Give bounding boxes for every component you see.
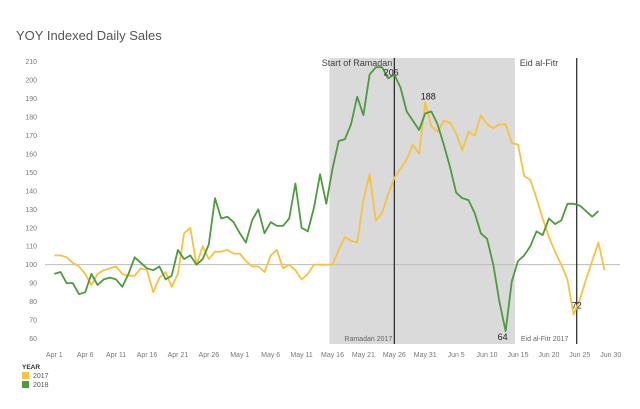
x-tick-label: Apr 21 xyxy=(168,352,189,359)
data-label-layer: 188 72 206 64 xyxy=(384,67,582,342)
x-tick-label: Apr 16 xyxy=(137,352,158,359)
data-label: 72 xyxy=(572,301,582,311)
x-tick-label: Jun 20 xyxy=(538,352,559,359)
y-tick-label: 60 xyxy=(29,336,37,343)
x-tick-label: May 21 xyxy=(352,352,375,359)
y-tick-label: 110 xyxy=(26,244,37,251)
y-tick-label: 200 xyxy=(25,78,37,85)
y-tick-label: 140 xyxy=(25,188,37,195)
x-tick-label: Jun 15 xyxy=(507,352,528,359)
event-label: Start of Ramadan xyxy=(322,58,393,68)
legend: YEAR 2017 2018 xyxy=(22,364,49,389)
series-line-2018 xyxy=(54,66,600,333)
y-tick-label: 170 xyxy=(25,133,37,140)
legend-entry: 2017 xyxy=(33,373,49,380)
ramadan-region-label: Ramadan 2017 xyxy=(344,336,392,343)
x-tick-label: May 31 xyxy=(414,352,437,359)
y-tick-label: 90 xyxy=(29,281,37,288)
x-tick-label: May 26 xyxy=(383,352,406,359)
data-label: 206 xyxy=(384,67,399,77)
x-tick-label: May 1 xyxy=(230,352,249,359)
x-axis-ticks: Apr 1 Apr 6 Apr 11 Apr 16 Apr 21 Apr 26 May 1 M… xyxy=(46,352,621,359)
y-tick-label: 180 xyxy=(25,115,37,122)
y-tick-label: 150 xyxy=(25,170,37,177)
x-tick-label: May 6 xyxy=(261,352,280,359)
legend-title: YEAR xyxy=(22,364,40,371)
data-label: 188 xyxy=(421,91,436,101)
eid-region-label: Eid al-Fitr 2017 xyxy=(521,336,569,343)
x-tick-label: Apr 6 xyxy=(77,352,94,359)
y-tick-label: 100 xyxy=(25,262,37,269)
legend-swatch xyxy=(22,372,29,379)
x-tick-label: Jun 30 xyxy=(600,352,621,359)
x-tick-label: Jun 10 xyxy=(477,352,498,359)
data-label: 64 xyxy=(498,332,508,342)
x-tick-label: Jun 5 xyxy=(448,352,465,359)
x-tick-label: May 16 xyxy=(321,352,344,359)
x-tick-label: Jun 25 xyxy=(569,352,590,359)
x-tick-label: Apr 26 xyxy=(199,352,220,359)
legend-swatch xyxy=(22,381,29,388)
y-tick-label: 190 xyxy=(25,96,37,103)
event-label: Eid al-Fitr xyxy=(520,58,559,68)
y-tick-label: 70 xyxy=(29,318,37,325)
x-tick-label: May 11 xyxy=(290,352,313,359)
series-line-2017 xyxy=(54,101,606,316)
y-tick-label: 130 xyxy=(25,207,37,214)
x-tick-label: Apr 11 xyxy=(106,352,126,359)
y-tick-label: 160 xyxy=(25,151,37,158)
y-tick-label: 120 xyxy=(25,225,37,232)
y-axis-ticks: 60 70 80 90 100 110 120 130 140 150 160 170 180 190 20… xyxy=(25,59,37,343)
series-layer xyxy=(54,66,606,333)
x-tick-label: Apr 1 xyxy=(46,352,63,359)
y-tick-label: 80 xyxy=(29,299,37,306)
chart-title: YOY Indexed Daily Sales xyxy=(16,28,162,43)
legend-entry: 2018 xyxy=(33,382,49,389)
y-tick-label: 210 xyxy=(25,59,37,66)
